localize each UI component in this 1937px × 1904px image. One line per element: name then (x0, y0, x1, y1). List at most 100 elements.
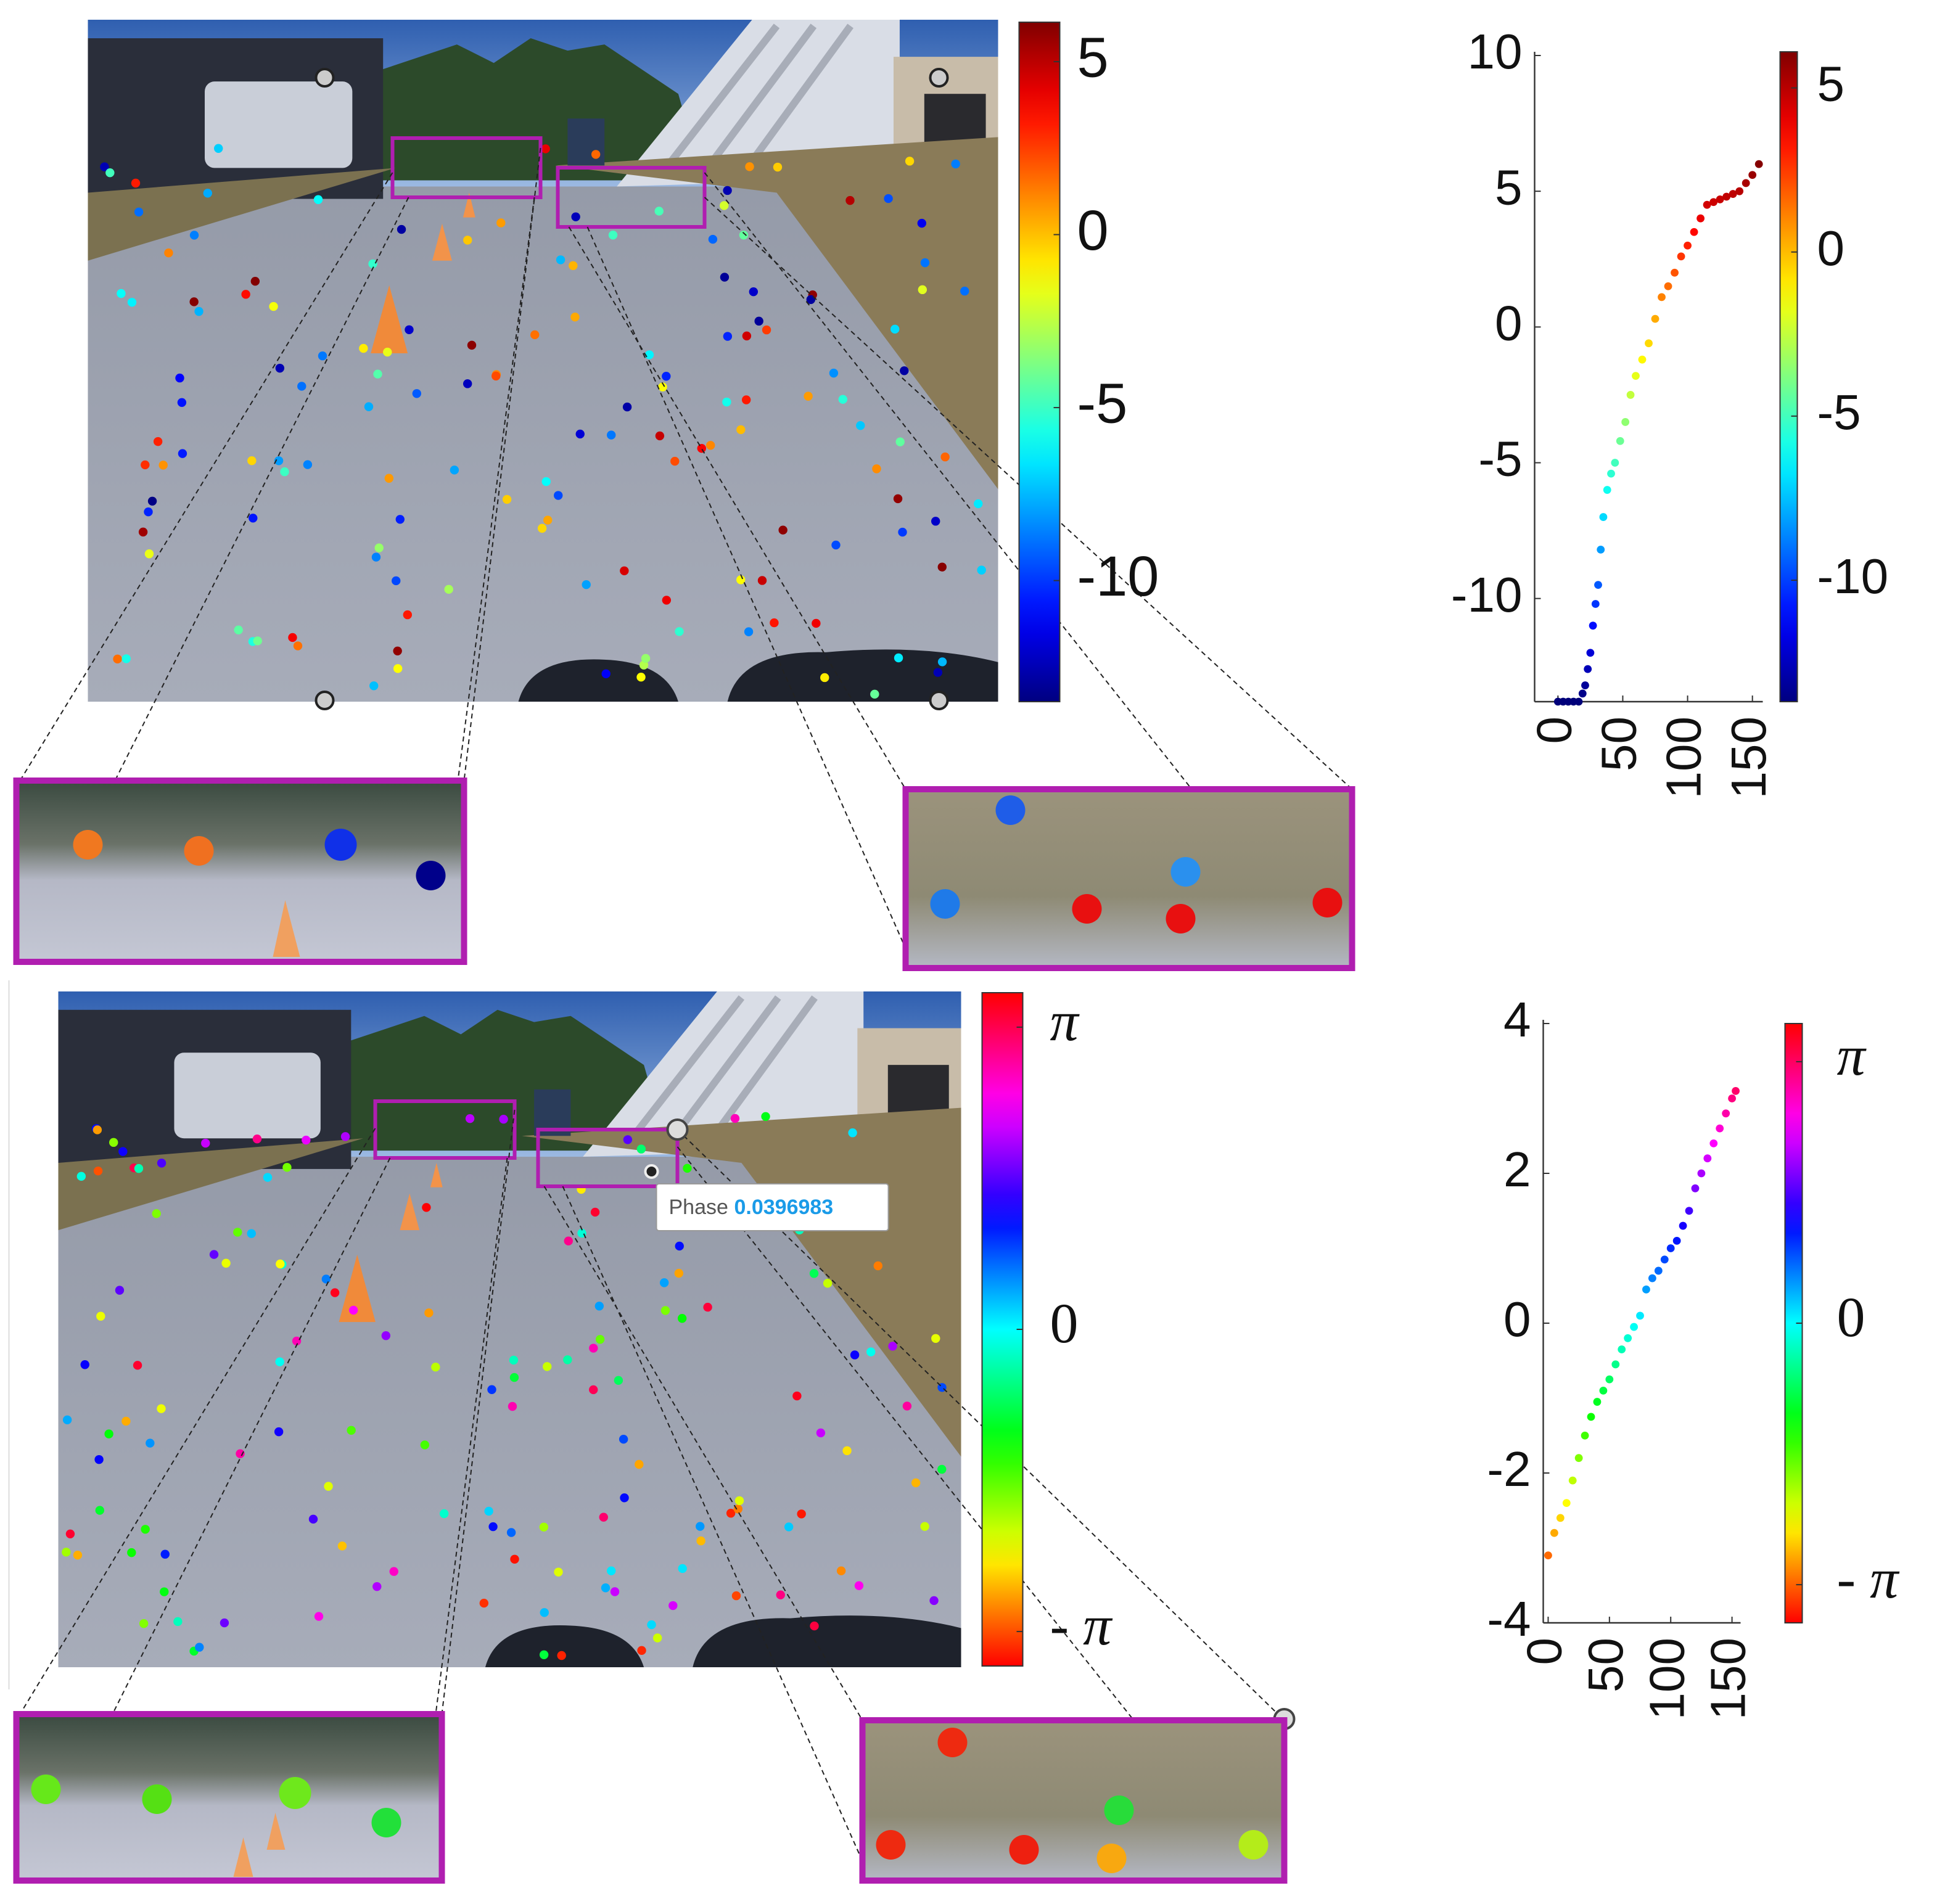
photo-point (359, 343, 368, 353)
photo-point (144, 549, 154, 559)
inset-dot (1009, 1835, 1039, 1865)
y-tick-label: 5 (1495, 160, 1523, 215)
zoom-box (390, 136, 543, 199)
photo-point (269, 302, 278, 311)
inset-dot (73, 830, 103, 860)
photo-point (253, 636, 262, 646)
point (1716, 1124, 1724, 1133)
colorbar-tick-label: 0 (1077, 199, 1109, 262)
inset-dot (930, 889, 960, 919)
photo-point (554, 1567, 563, 1577)
photo-point (465, 1114, 475, 1123)
point (1630, 1323, 1638, 1331)
point (1748, 171, 1757, 179)
photo-point (812, 618, 821, 628)
photo-point (234, 625, 243, 634)
point (1660, 1255, 1669, 1264)
tooltip: Phase 0.0396983 (656, 1183, 889, 1231)
photo-point (660, 1306, 670, 1315)
zoom-box (373, 1099, 517, 1160)
point (1685, 1207, 1693, 1215)
photo-point (741, 395, 751, 404)
x-tick-label: 0 (1517, 1638, 1572, 1665)
photo-point (276, 1259, 285, 1269)
zoom-line (112, 1157, 391, 1715)
point (1550, 1529, 1558, 1537)
photo-point (599, 1512, 608, 1522)
zoom-line (463, 147, 541, 781)
photo-point (848, 1128, 857, 1138)
x-tick-label: 100 (1656, 716, 1711, 798)
point (1599, 1386, 1608, 1395)
photo-point (662, 372, 671, 381)
photo-point (933, 668, 943, 677)
inset-dot (1170, 857, 1201, 887)
photo-point (121, 654, 131, 663)
photo-point (105, 168, 115, 178)
photo-point (467, 340, 477, 350)
zoom-lines (19, 1109, 1285, 1881)
photo-point (252, 1134, 262, 1144)
point (1709, 1139, 1718, 1147)
tooltip-value: 0.0396983 (734, 1196, 834, 1219)
photo-point (393, 646, 402, 656)
colorbar (1779, 51, 1798, 702)
photo-point (80, 1360, 89, 1369)
point (1624, 1334, 1632, 1342)
photo-point (778, 525, 788, 535)
y-tick-label: -2 (1487, 1442, 1531, 1496)
corner-markers (315, 68, 949, 710)
photo-point (302, 1135, 311, 1145)
photo-point (506, 1528, 516, 1537)
photo-point (292, 1336, 302, 1346)
photo-point (929, 1596, 939, 1606)
photo-point (76, 1172, 86, 1181)
point (1716, 195, 1724, 203)
inset-frame (902, 786, 1355, 971)
x-tick-label: 150 (1701, 1638, 1756, 1720)
photo-point (639, 660, 649, 670)
photo-point (431, 1363, 440, 1372)
photo-point (804, 392, 813, 401)
colorbar-tick-label: -10 (1817, 549, 1889, 604)
photo-point (249, 514, 258, 523)
photo-point (571, 212, 580, 221)
zoom-inset (902, 786, 1355, 971)
photo-point (348, 1305, 358, 1315)
photo-point (762, 325, 771, 335)
corner-marker (929, 691, 949, 710)
photo-point (570, 312, 580, 322)
point (1621, 418, 1630, 426)
y-tick-label: 2 (1503, 1142, 1531, 1197)
photo-point (141, 1525, 150, 1534)
selected-point[interactable] (644, 1164, 659, 1179)
photo-point (263, 1173, 273, 1182)
photo-point (94, 1455, 104, 1464)
photo-point (697, 443, 706, 453)
photo-point (569, 261, 578, 271)
photo-point (221, 1258, 231, 1268)
photo-point (118, 1147, 128, 1156)
zoom-line (704, 172, 1193, 790)
colorbar-tick-label: 5 (1077, 26, 1109, 89)
photo-point (589, 1385, 598, 1395)
photo-point (890, 324, 900, 334)
photo-point (113, 654, 122, 664)
photo-point (62, 1415, 72, 1425)
photo-point (133, 1361, 142, 1370)
inset-frame (13, 778, 467, 965)
photo-point (330, 1288, 340, 1297)
inset-dot (876, 1830, 906, 1860)
y-tick-label: 4 (1503, 992, 1531, 1047)
photo-point (703, 1302, 712, 1312)
photo-point (157, 1159, 167, 1168)
zoom-box (536, 1128, 680, 1188)
photo-point (720, 273, 730, 282)
zoom-line (435, 1157, 508, 1715)
photo-point (201, 1138, 210, 1148)
colorbar-tick-label: 0 (1050, 1292, 1079, 1355)
point (1607, 469, 1615, 478)
point (1574, 697, 1583, 706)
photo-point (530, 330, 540, 340)
photo (59, 991, 961, 1667)
